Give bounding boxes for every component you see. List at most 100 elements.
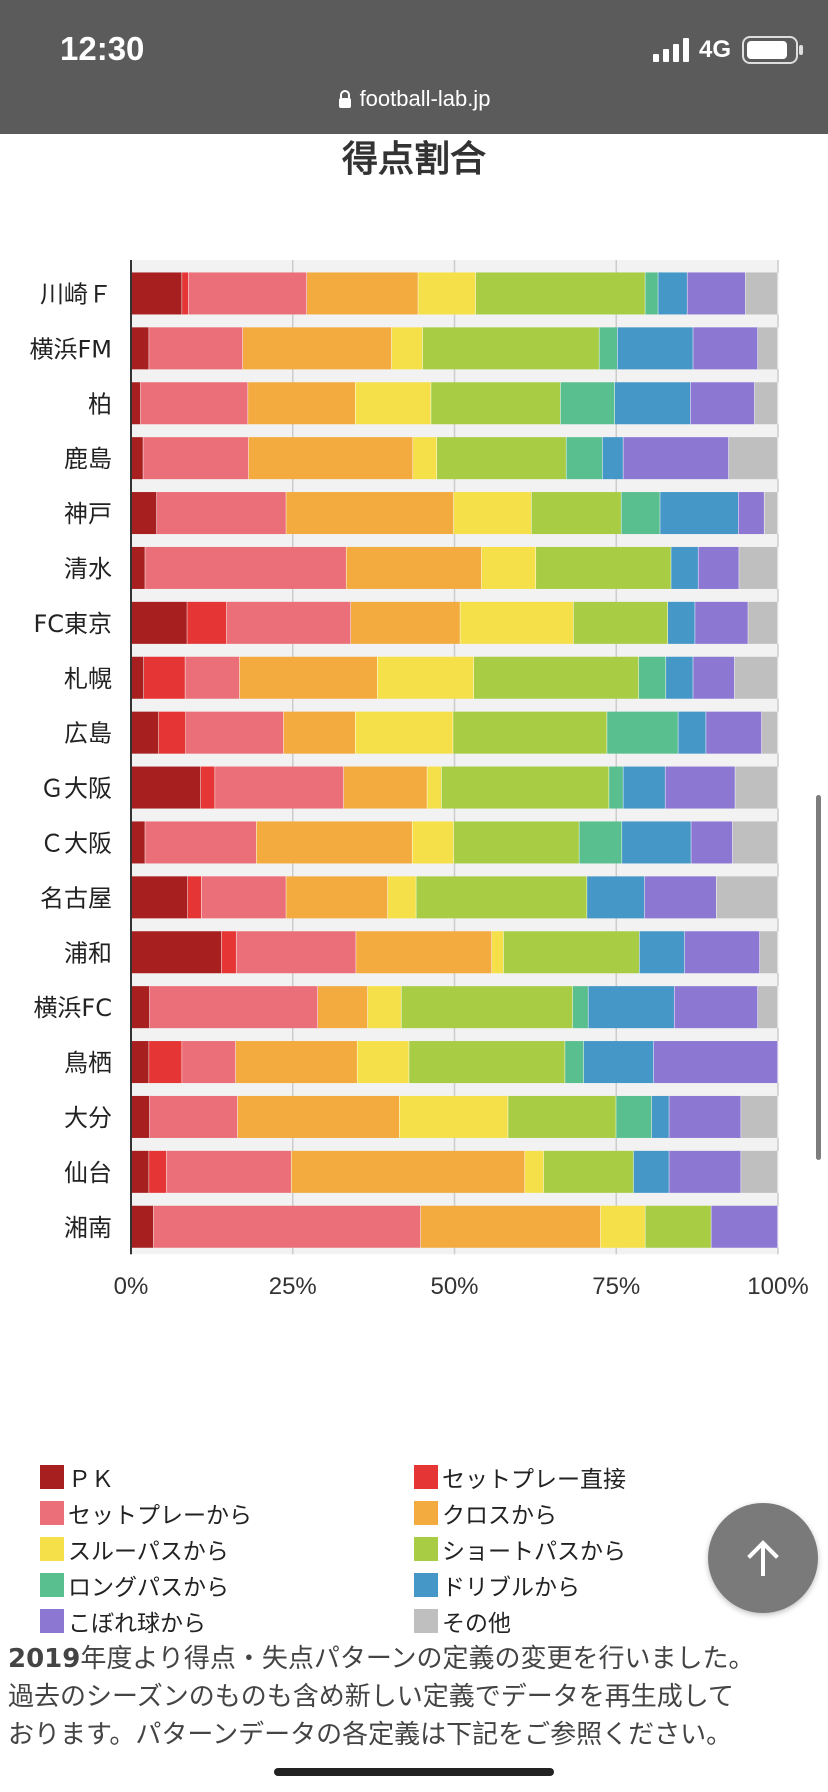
legend-swatch xyxy=(414,1609,438,1633)
bar-segment xyxy=(734,656,778,699)
bar-segment xyxy=(356,931,493,974)
bar-segment xyxy=(131,327,150,370)
legend-item: こぼれ球から xyxy=(40,1606,206,1637)
bar-segment xyxy=(668,601,696,644)
bar-segment xyxy=(156,492,287,535)
bar-segment xyxy=(149,1150,167,1193)
chart-title: 得点割合 xyxy=(341,139,486,180)
bar-segment xyxy=(412,821,454,864)
legend-swatch xyxy=(414,1537,438,1561)
bar-segment xyxy=(453,492,532,535)
bar-segment xyxy=(475,272,646,315)
x-tick-label: 100% xyxy=(747,1273,808,1300)
bar-segment xyxy=(579,821,623,864)
bar-segment xyxy=(182,1041,236,1084)
bar-segment xyxy=(645,272,659,315)
bar-segment xyxy=(693,656,735,699)
bar-segment xyxy=(350,601,461,644)
bar-segment xyxy=(616,1095,652,1138)
bar-segment xyxy=(317,986,368,1029)
bar-segment xyxy=(248,382,356,425)
legend-swatch xyxy=(414,1573,438,1597)
bar-segment xyxy=(623,437,729,480)
legend-swatch xyxy=(40,1609,64,1633)
bar-segment xyxy=(427,766,442,809)
bar-segment xyxy=(131,601,188,644)
bar-segment xyxy=(669,1150,742,1193)
bar-segment xyxy=(453,821,580,864)
x-tick-label: 0% xyxy=(114,1273,149,1300)
bar-segment xyxy=(131,382,141,425)
legend-item: クロスから xyxy=(414,1498,557,1529)
bar-segment xyxy=(693,327,758,370)
bar-segment xyxy=(741,1150,778,1193)
bar-segment xyxy=(131,1041,150,1084)
bar-segment xyxy=(409,1041,566,1084)
x-tick-label: 25% xyxy=(269,1273,317,1300)
bar-segment xyxy=(149,1041,183,1084)
bar-segment xyxy=(441,766,610,809)
category-label: 湘南 xyxy=(64,1214,112,1242)
bar-segment xyxy=(355,711,454,754)
bar-segment xyxy=(617,327,694,370)
category-label: 横浜FC xyxy=(33,994,112,1022)
url-bar[interactable]: football-lab.jp xyxy=(0,86,828,112)
legend-label: スルーパスから xyxy=(68,1539,229,1565)
category-label: 浦和 xyxy=(64,939,112,967)
bar-segment xyxy=(492,931,504,974)
bar-segment xyxy=(739,546,778,589)
bar-segment xyxy=(706,711,762,754)
bar-segment xyxy=(531,492,622,535)
bar-segment xyxy=(286,876,388,919)
bar-segment xyxy=(343,766,428,809)
status-bar: 12:30 4G football-lab.jp xyxy=(0,0,828,134)
category-label: Ｃ大阪 xyxy=(40,829,112,857)
bar-segment xyxy=(633,1150,670,1193)
bar-segment xyxy=(226,601,351,644)
legend-item: ロングパスから xyxy=(40,1570,229,1601)
bar-segment xyxy=(131,766,201,809)
bar-segment xyxy=(306,272,419,315)
bar-segment xyxy=(237,1095,400,1138)
legend-label: セットプレーから xyxy=(68,1503,252,1529)
legend-swatch xyxy=(414,1501,438,1525)
page-scrollbar[interactable] xyxy=(816,795,821,1160)
bar-segment xyxy=(695,601,749,644)
bar-segment xyxy=(621,492,661,535)
bar-segment xyxy=(286,492,454,535)
bar-segment xyxy=(698,546,740,589)
bar-segment xyxy=(565,1041,584,1084)
bar-segment xyxy=(658,272,688,315)
bar-segment xyxy=(131,711,159,754)
bar-segment xyxy=(716,876,778,919)
note-line-2: 過去のシーズンのものも含め新しい定義でデータを再生成して xyxy=(8,1682,734,1712)
category-label: 神戸 xyxy=(64,500,112,528)
legend-label: ロングパスから xyxy=(68,1575,229,1601)
status-time: 12:30 xyxy=(60,30,145,67)
bar-segment xyxy=(600,1205,646,1248)
legend-item: ＰＫ xyxy=(40,1462,114,1493)
bar-segment xyxy=(140,382,249,425)
bar-segment xyxy=(236,931,357,974)
bar-segment xyxy=(158,711,186,754)
bar-segment xyxy=(215,766,344,809)
bar-segment xyxy=(187,876,202,919)
legend-swatch xyxy=(40,1573,64,1597)
bar-segment xyxy=(422,327,600,370)
bar-segment xyxy=(131,437,144,480)
bar-segment xyxy=(543,1150,634,1193)
bar-segment xyxy=(248,437,414,480)
bar-segment xyxy=(131,656,144,699)
bar-segment xyxy=(143,656,186,699)
bar-segment xyxy=(149,1095,238,1138)
bar-segment xyxy=(690,382,755,425)
bar-segment xyxy=(687,272,746,315)
scroll-to-top-button[interactable] xyxy=(708,1503,818,1613)
bar-segment xyxy=(418,272,476,315)
arrow-up-icon xyxy=(747,1540,779,1576)
category-label: 川崎Ｆ xyxy=(40,280,112,308)
bar-segment xyxy=(609,766,624,809)
bar-segment xyxy=(525,1150,544,1193)
network-type: 4G xyxy=(699,36,732,63)
bar-segment xyxy=(653,1041,778,1084)
